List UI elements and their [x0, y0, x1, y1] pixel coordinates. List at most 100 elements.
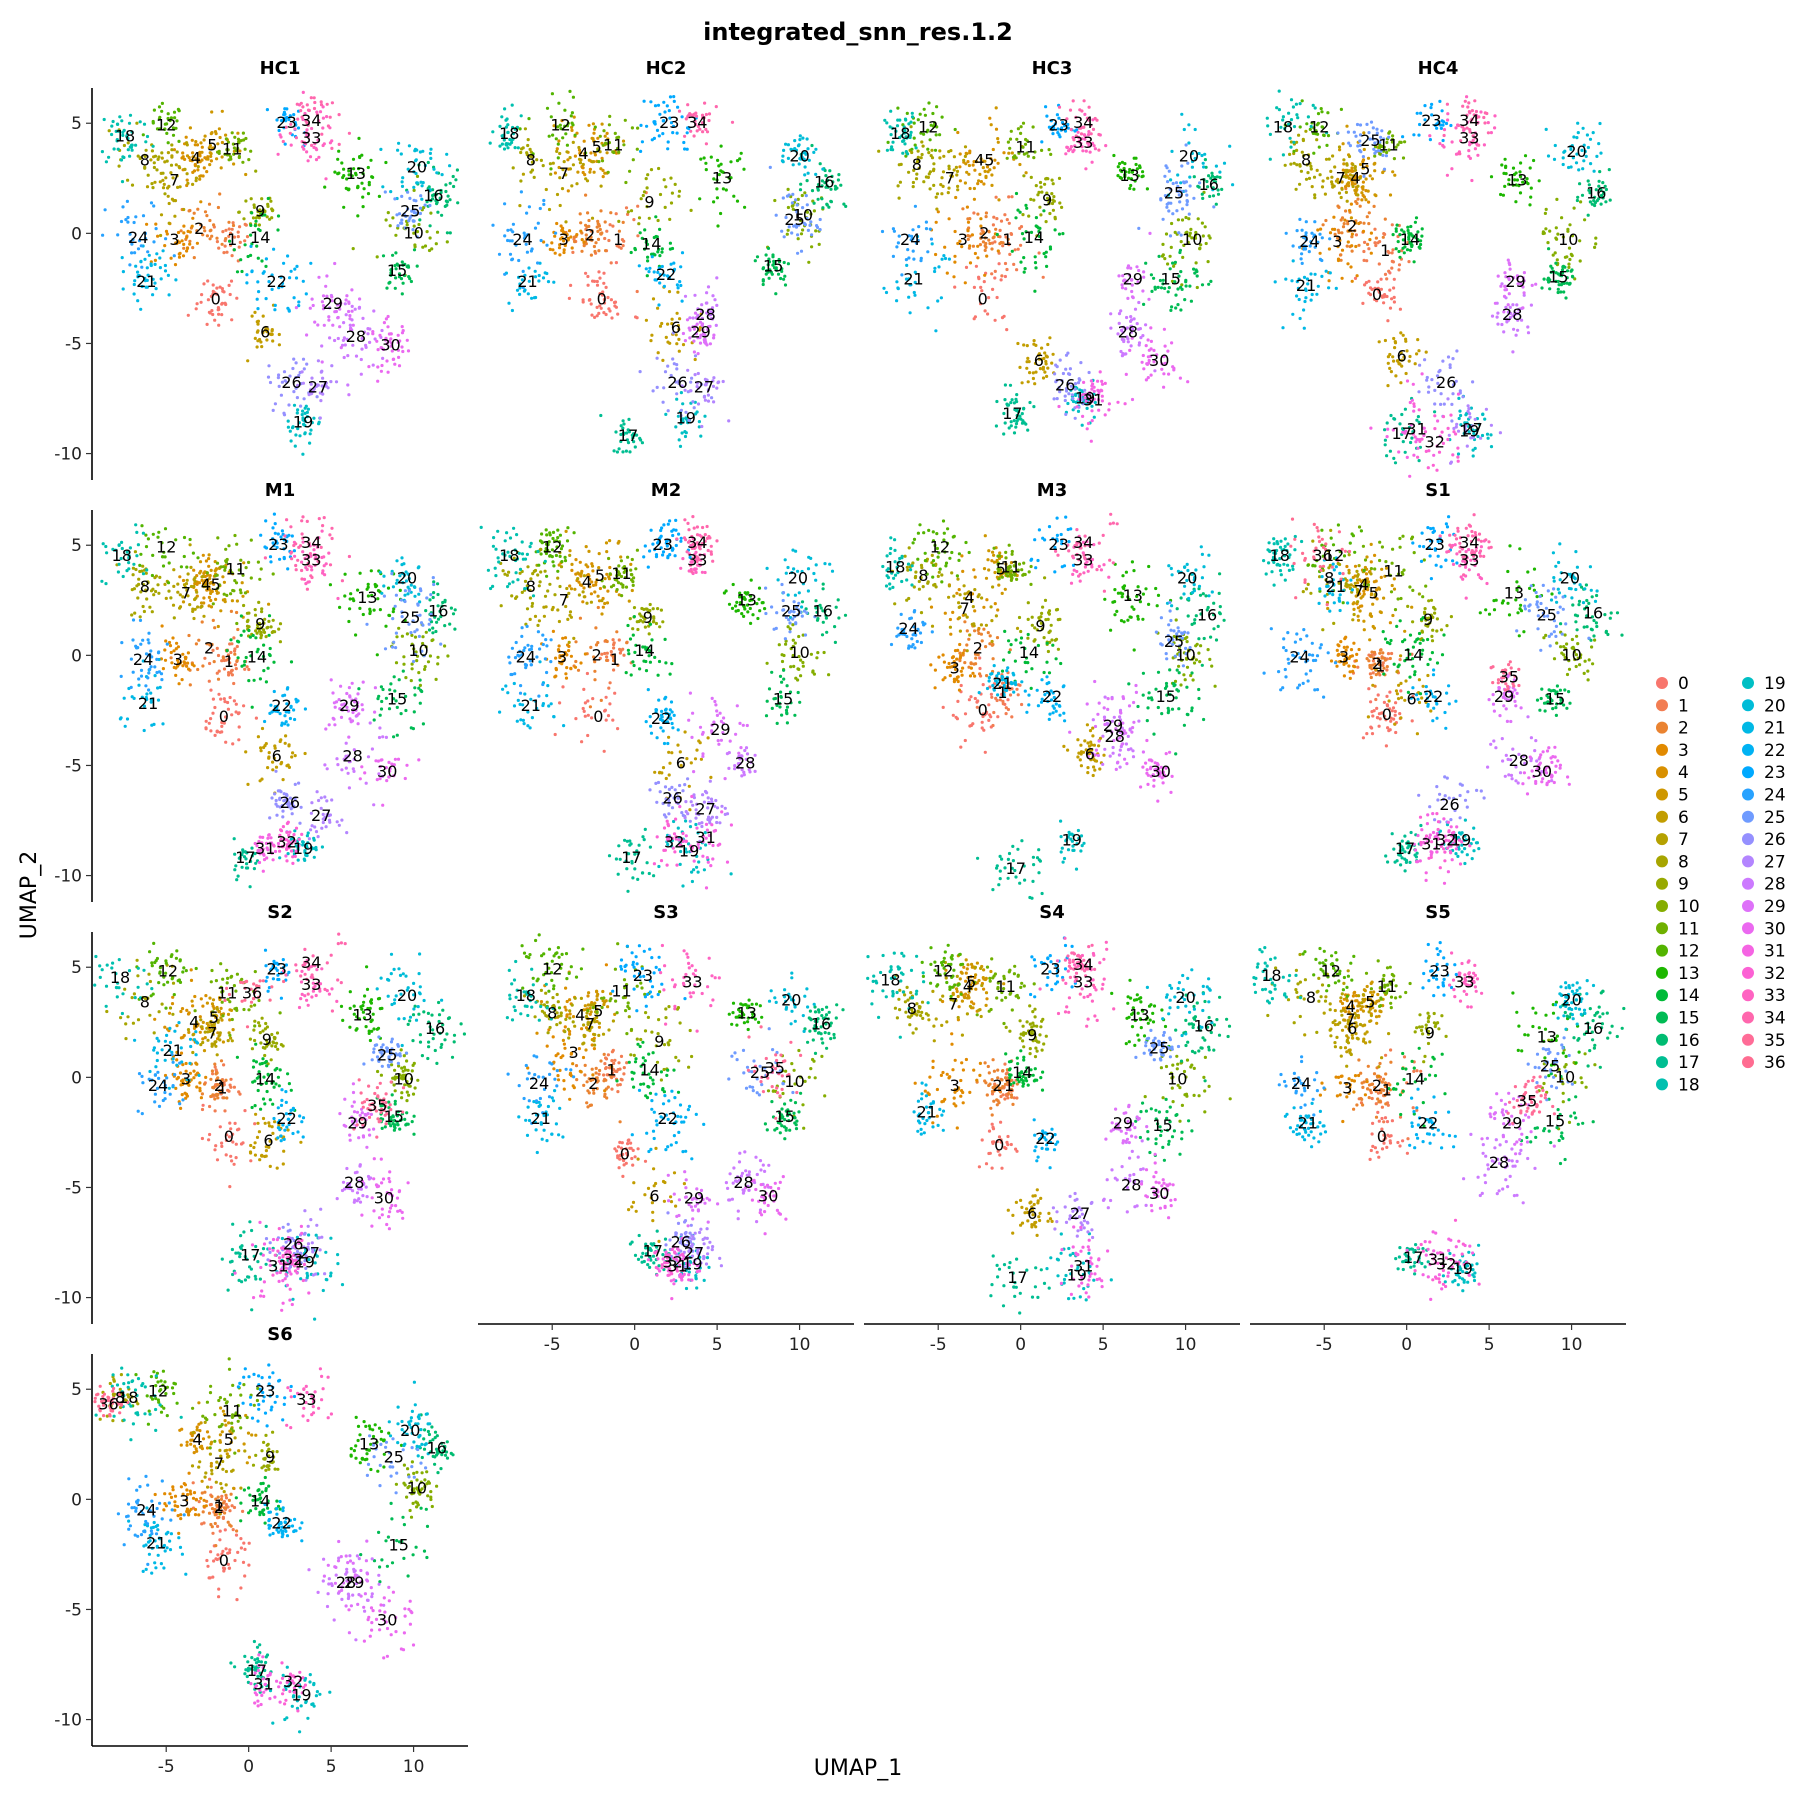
- point-cluster-13: [1503, 157, 1507, 161]
- point-cluster-2: [229, 609, 233, 613]
- point-cluster-33: [1093, 147, 1097, 151]
- cluster-label-11: 11: [603, 135, 623, 154]
- point-cluster-3: [1350, 244, 1354, 248]
- point-cluster-7: [940, 176, 944, 180]
- point-cluster-20: [428, 151, 432, 155]
- point-cluster-24: [503, 272, 507, 276]
- point-cluster-6: [270, 328, 274, 332]
- point-cluster-14: [1034, 216, 1038, 220]
- point-cluster-19: [678, 444, 683, 448]
- point-cluster-34: [347, 131, 351, 135]
- point-cluster-5: [972, 186, 976, 191]
- point-cluster-15: [1142, 302, 1146, 306]
- point-cluster-12: [173, 116, 177, 120]
- point-cluster-8: [548, 162, 552, 166]
- point-cluster-23: [666, 147, 670, 151]
- point-cluster-8: [153, 154, 158, 158]
- point-cluster-17: [1393, 417, 1397, 421]
- point-cluster-12: [166, 116, 170, 121]
- point-cluster-11: [623, 118, 627, 122]
- point-cluster-4: [592, 131, 596, 135]
- point-cluster-14: [254, 219, 258, 223]
- point-cluster-29: [322, 323, 326, 327]
- point-cluster-20: [1569, 165, 1573, 169]
- point-cluster-23: [1415, 111, 1419, 115]
- point-cluster-31: [1123, 402, 1127, 406]
- cluster-label-6: 6: [671, 318, 681, 337]
- cluster-label-18: 18: [499, 124, 519, 143]
- point-cluster-3: [186, 651, 190, 655]
- point-cluster-23: [292, 113, 296, 117]
- point-cluster-11: [606, 170, 610, 174]
- point-cluster-0: [231, 742, 235, 746]
- point-cluster-24: [1300, 252, 1304, 256]
- point-cluster-6: [277, 343, 281, 347]
- point-cluster-12: [545, 106, 550, 110]
- point-cluster-12: [573, 133, 577, 137]
- point-cluster-12: [549, 167, 553, 171]
- cluster-label-25: 25: [400, 201, 420, 220]
- point-cluster-20: [1576, 131, 1580, 135]
- point-cluster-30: [386, 370, 390, 374]
- point-cluster-7: [172, 568, 176, 572]
- point-cluster-10: [1166, 262, 1170, 266]
- point-cluster-33: [1450, 140, 1454, 144]
- point-cluster-20: [429, 156, 433, 160]
- point-cluster-9: [1045, 176, 1049, 181]
- point-cluster-12: [155, 127, 160, 131]
- point-cluster-10: [1568, 257, 1572, 262]
- point-cluster-30: [376, 379, 380, 383]
- point-cluster-28: [371, 363, 375, 367]
- point-cluster-7: [164, 596, 168, 600]
- point-cluster-16: [820, 197, 824, 201]
- point-cluster-5: [206, 157, 210, 161]
- point-cluster-24: [1295, 229, 1299, 233]
- point-cluster-18: [510, 103, 514, 107]
- point-cluster-1: [1407, 260, 1411, 264]
- point-cluster-7: [185, 172, 189, 176]
- point-cluster-20: [780, 159, 784, 163]
- point-cluster-29: [320, 360, 324, 364]
- point-cluster-15: [1179, 308, 1183, 312]
- point-cluster-10: [417, 222, 421, 227]
- point-cluster-31: [1090, 419, 1094, 423]
- point-cluster-9: [1051, 182, 1055, 186]
- point-cluster-12: [926, 147, 930, 151]
- point-cluster-34: [1461, 104, 1465, 108]
- point-cluster-12: [141, 133, 145, 137]
- point-cluster-21: [895, 299, 899, 303]
- point-cluster-18: [129, 145, 133, 149]
- point-cluster-24: [134, 215, 138, 219]
- point-cluster-31: [1385, 435, 1389, 439]
- point-cluster-11: [232, 152, 236, 156]
- point-cluster-13: [366, 192, 371, 196]
- point-cluster-7: [940, 192, 944, 196]
- point-cluster-0: [1388, 306, 1393, 310]
- point-cluster-12: [157, 105, 162, 109]
- point-cluster-4: [1361, 180, 1365, 184]
- point-cluster-1: [227, 227, 231, 231]
- point-cluster-2: [196, 207, 200, 211]
- point-cluster-9: [626, 210, 630, 214]
- point-cluster-34: [1097, 148, 1101, 152]
- point-cluster-14: [264, 264, 268, 268]
- point-cluster-28: [373, 337, 377, 341]
- point-cluster-24: [1318, 257, 1322, 261]
- point-cluster-28: [1514, 333, 1518, 337]
- point-cluster-24: [536, 221, 540, 225]
- point-cluster-10: [1546, 241, 1550, 245]
- point-cluster-20: [806, 171, 810, 175]
- cluster-label-17: 17: [618, 426, 638, 445]
- point-cluster-6: [1044, 359, 1048, 364]
- point-cluster-27: [326, 386, 330, 390]
- point-cluster-21: [151, 293, 155, 297]
- point-cluster-20: [429, 147, 433, 151]
- point-cluster-5: [1373, 193, 1377, 197]
- point-cluster-8: [1283, 163, 1287, 167]
- point-cluster-1: [614, 212, 618, 216]
- point-cluster-20: [1200, 153, 1204, 158]
- point-cluster-8: [511, 166, 515, 170]
- point-cluster-1: [1363, 240, 1367, 244]
- point-cluster-4: [184, 135, 188, 139]
- point-cluster-5: [1391, 170, 1395, 174]
